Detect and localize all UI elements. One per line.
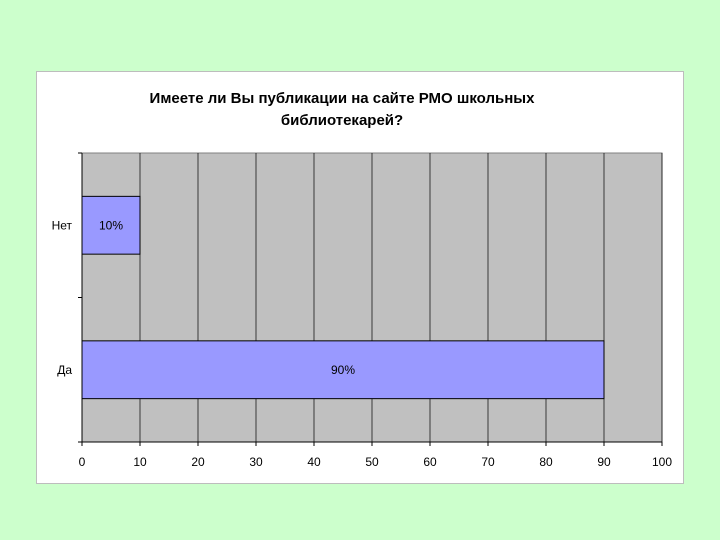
x-tick-label: 60: [423, 455, 437, 469]
bar: [81, 340, 605, 400]
chart-title-line-1: Имеете ли Вы публикации на сайте РМО шко…: [150, 90, 536, 107]
x-tick-label: 70: [481, 455, 495, 469]
x-tick-label: 90: [597, 455, 611, 469]
category-label: Нет: [52, 218, 73, 232]
x-tick-label: 30: [249, 455, 263, 469]
x-tick-label: 20: [191, 455, 205, 469]
chart-title-line-2: библиотекарей?: [281, 112, 403, 129]
x-tick-label: 0: [79, 455, 86, 469]
x-tick-label: 50: [365, 455, 379, 469]
data-label: 10%: [99, 218, 123, 232]
category-label: Да: [57, 363, 72, 377]
labels: 0 10 20 30 40 50 60 70 80 90 100 Нет 10% Да 90%: [52, 218, 673, 469]
chart-frame: Имеете ли Вы публикации на сайте РМО шко…: [36, 71, 684, 484]
x-tick-label: 10: [133, 455, 147, 469]
x-tick-label: 80: [539, 455, 553, 469]
bars: [81, 195, 605, 400]
x-tick-label: 40: [307, 455, 321, 469]
bar-chart: Имеете ли Вы публикации на сайте РМО шко…: [52, 90, 673, 469]
x-tick-label: 100: [652, 455, 672, 469]
bar: [81, 195, 141, 255]
data-label: 90%: [331, 363, 355, 377]
